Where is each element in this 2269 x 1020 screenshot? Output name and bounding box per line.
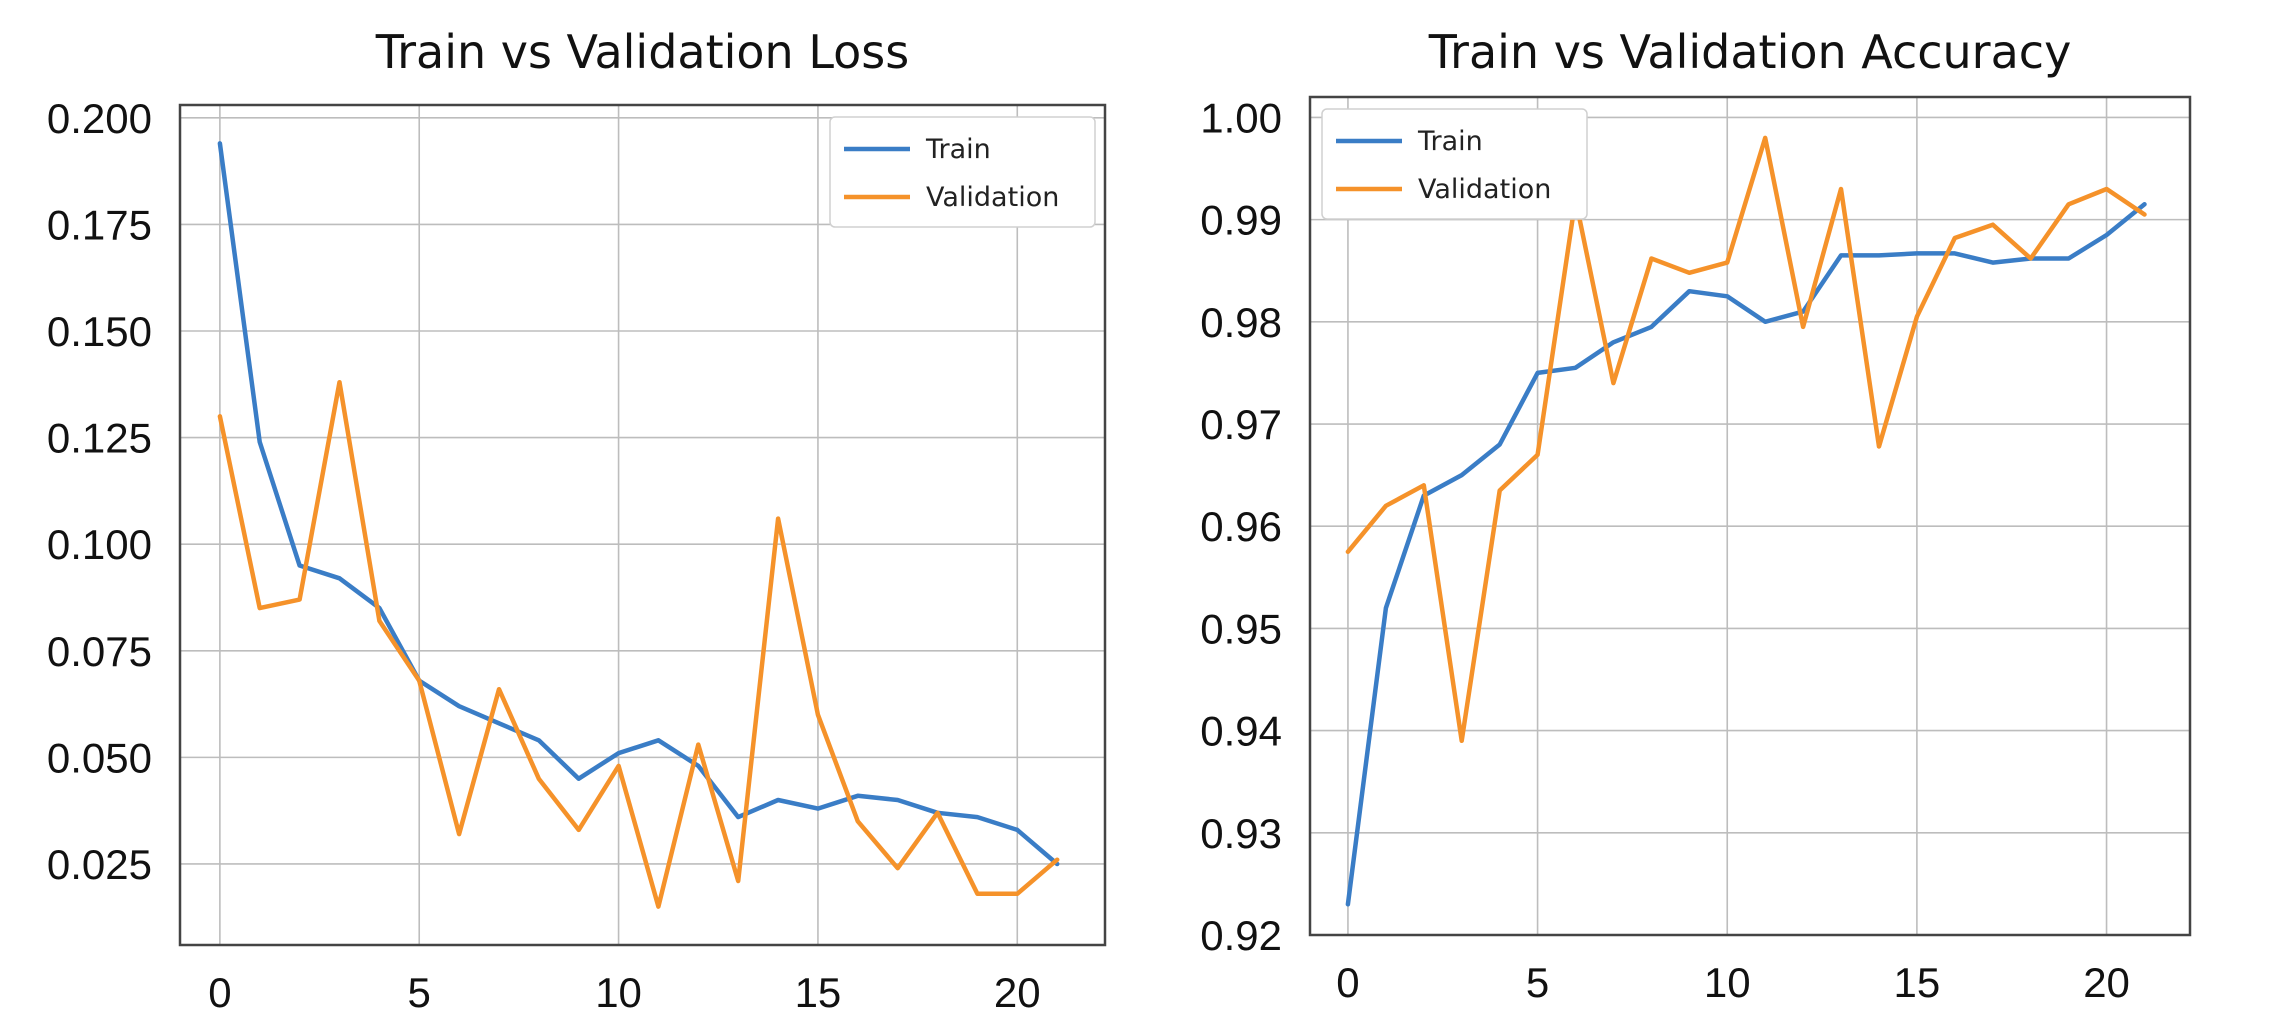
x-tick-label: 10 [595,969,642,1016]
y-tick-label: 0.94 [1200,708,1282,755]
y-tick-label: 0.025 [47,841,152,888]
series-line-train [1345,202,2147,907]
y-tick-label: 0.125 [47,415,152,462]
chart-1: Train vs Validation Loss 0 5 10 15 20 0.025 0.0… [47,25,1107,1016]
chart-title: Train vs Validation Accuracy [1428,25,2072,79]
y-tick-label: 0.075 [47,628,152,675]
x-tick-label: 5 [1526,959,1549,1006]
x-tick-label: 15 [1894,959,1941,1006]
x-tick-label: 0 [1336,959,1359,1006]
x-tick-label: 5 [408,969,431,1016]
x-tick-label: 20 [2083,959,2130,1006]
chart-2: Train vs Validation Accuracy 0 5 10 15 20 0.92… [1200,25,2192,1006]
y-tick-label: 0.95 [1200,605,1282,652]
plot-frame [178,103,1107,947]
y-tick-label: 0.92 [1200,912,1282,959]
x-tick-label: 15 [795,969,842,1016]
y-tick-label: 0.100 [47,521,152,568]
legend: Train Validation [829,116,1096,228]
legend-box [1321,108,1588,220]
series-line-train [217,141,1060,867]
legend-box [829,116,1096,228]
y-tick-label: 0.97 [1200,401,1282,448]
y-tick-label: 1.00 [1200,94,1282,141]
legend-label-train: Train [1417,126,1483,157]
x-tick-label: 20 [994,969,1041,1016]
y-tick-label: 0.050 [47,734,152,781]
legend-label-validation: Validation [926,182,1059,213]
y-tick-label: 0.98 [1200,299,1282,346]
y-tick-label: 0.175 [47,201,152,248]
chart-title: Train vs Validation Loss [375,25,909,79]
y-tick-label: 0.150 [47,308,152,355]
legend-label-train: Train [925,134,991,165]
y-tick-label: 0.200 [47,95,152,142]
x-tick-label: 0 [208,969,231,1016]
legend: Train Validation [1321,108,1588,220]
y-tick-label: 0.93 [1200,810,1282,857]
x-tick-label: 10 [1704,959,1751,1006]
y-tick-label: 0.96 [1200,503,1282,550]
series-line-validation [217,379,1060,909]
y-tick-label: 0.99 [1200,197,1282,244]
legend-label-validation: Validation [1418,174,1551,205]
series-line-validation [1345,135,2147,744]
plot-frame [1308,95,2192,937]
